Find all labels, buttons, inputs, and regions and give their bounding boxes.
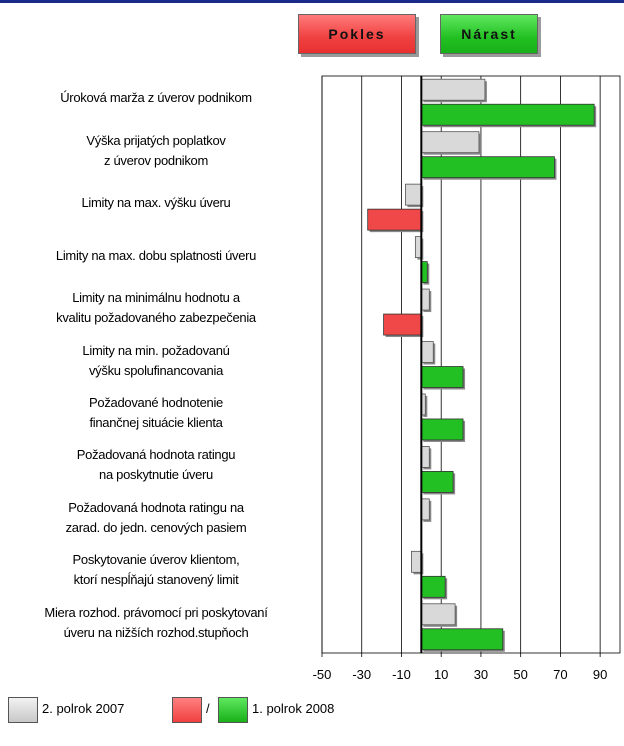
bar-2008	[420, 418, 464, 441]
category-label-line: na poskytnutie úveru	[99, 467, 213, 483]
bar-2007	[420, 446, 430, 468]
legend-label-prev: 2. polrok 2007	[42, 701, 125, 716]
bar-2007	[405, 183, 422, 206]
category-label: Limity na minimálnu hodnotu a kvalitu pož…	[0, 288, 312, 328]
category-label-line: Požadovaná hodnota ratingu na	[68, 499, 244, 515]
bar-2008	[367, 208, 422, 231]
bar-2007	[410, 550, 422, 573]
category-label: Limity na max. výšku úveru	[0, 193, 312, 213]
bar-2008	[420, 103, 595, 126]
category-label: Limity na min. požadovanú výšku spolufina…	[0, 341, 312, 381]
category-label-line: zarad. do jedn. cenových pasiem	[65, 519, 247, 535]
category-label: Miera rozhod. právomocí pri poskytovaní ú…	[0, 603, 312, 643]
category-label-line: Požadované hodnotenie	[89, 394, 223, 410]
category-label-line: Výška prijatých poplatkov	[86, 132, 226, 148]
category-label: Poskytovanie úverov klientom, ktorí nespĺ…	[0, 550, 312, 590]
bar-2007	[420, 78, 486, 101]
category-label-line: Limity na minimálnu hodnotu a	[72, 290, 240, 306]
bar-2008	[420, 575, 446, 598]
tick-label: 50	[513, 667, 527, 682]
category-label-line: Limity na max. dobu splatnosti úveru	[55, 247, 257, 263]
category-label-line: kvalitu požadovaného zabezpečenia	[56, 310, 256, 326]
top-rule	[0, 0, 624, 3]
plot-border	[321, 75, 621, 654]
category-label-line: Požadovaná hodnota ratingu	[76, 447, 236, 463]
bar-2007	[420, 288, 430, 311]
category-label: Úroková marža z úverov podnikom	[0, 88, 312, 108]
tick-label: -30	[352, 667, 371, 682]
bar-2007	[420, 498, 430, 521]
tick-label: 90	[593, 667, 607, 682]
category-label: Požadovaná hodnota ratingu na zarad. do j…	[0, 498, 312, 538]
category-label: Výška prijatých poplatkov z úverov podnik…	[0, 131, 312, 171]
legend-separator: /	[206, 701, 210, 716]
tick-label: -10	[392, 667, 411, 682]
legend-label-curr: 1. polrok 2008	[252, 701, 335, 716]
bar-2008	[383, 313, 422, 336]
bar-chart: -50 -30 -10 10 30 50 70 90	[313, 75, 621, 682]
tick-label: -50	[313, 667, 332, 682]
category-label-line: Úroková marža z úverov podnikom	[60, 90, 252, 106]
category-label-line: z úverov podnikom	[103, 152, 208, 168]
category-label-line: Poskytovanie úverov klientom,	[72, 552, 240, 568]
legend-swatch-increase	[218, 697, 248, 723]
category-label: Požadované hodnotenie finančnej situácie …	[0, 393, 312, 433]
category-label: Požadovaná hodnota ratingu na poskytnutie…	[0, 445, 312, 485]
bar-2008	[420, 156, 555, 179]
decrease-badge: Pokles	[298, 14, 416, 54]
bar-2007	[420, 603, 456, 626]
category-label-line: Limity na min. požadovanú	[82, 342, 230, 358]
category-label-line: ktorí nespĺňajú stanovený limit	[73, 572, 239, 588]
bar-2007	[420, 341, 434, 363]
category-label-line: výšku spolufinancovania	[88, 362, 224, 378]
tick-label: 70	[553, 667, 567, 682]
legend-swatch-decrease	[172, 697, 202, 723]
bar-2008	[420, 628, 504, 651]
tick-label: 10	[434, 667, 448, 682]
category-label: Limity na max. dobu splatnosti úveru	[0, 246, 312, 266]
category-label-line: Limity na max. výšku úveru	[81, 195, 231, 211]
category-label-line: úveru na nižších rozhod.stupňoch	[63, 624, 249, 640]
tick-label: 30	[474, 667, 488, 682]
category-label-line: finančnej situácie klienta	[89, 414, 223, 430]
category-label-line: Miera rozhod. právomocí pri poskytovaní	[44, 604, 268, 620]
bar-2008	[420, 366, 464, 388]
bar-2007	[420, 131, 480, 154]
bar-2008	[420, 471, 454, 493]
legend-swatch-prev	[8, 697, 38, 723]
increase-badge: Nárast	[440, 14, 538, 54]
